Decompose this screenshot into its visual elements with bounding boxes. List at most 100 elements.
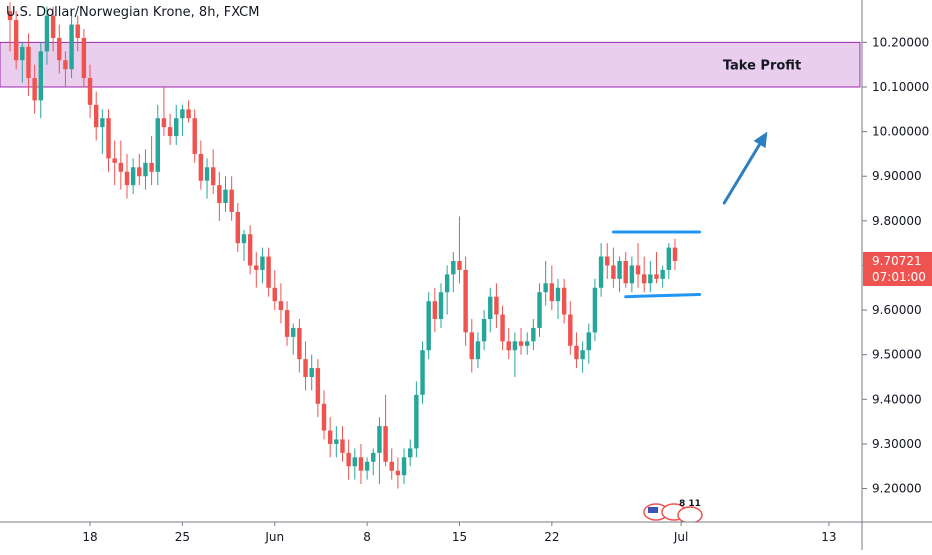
take-profit-zone-layer: Take Profit [0, 41, 861, 88]
candle-body [327, 430, 333, 444]
candle-body [407, 448, 413, 458]
candle [395, 457, 401, 489]
candle [537, 283, 542, 337]
candle-body [204, 167, 210, 181]
candle [137, 153, 142, 186]
candle [635, 243, 641, 288]
candle-body [100, 118, 105, 128]
candle [641, 256, 647, 293]
candle-body [149, 162, 154, 172]
candle-body [629, 265, 635, 284]
candle [180, 104, 185, 137]
candle-body [426, 301, 431, 351]
candle [623, 252, 628, 288]
candle-body [13, 20, 19, 61]
trend-arrow-shaft [722, 142, 762, 205]
candle-body [26, 46, 31, 79]
candle-body [623, 261, 628, 284]
candle [26, 33, 31, 96]
drawing-layer: 8 11 [611, 131, 768, 524]
candle-body [611, 265, 616, 279]
candle-body [309, 368, 314, 377]
candle [475, 332, 481, 369]
candle-layer [7, 2, 678, 489]
candle-body [87, 78, 93, 105]
candle-body [57, 37, 62, 61]
candle [260, 247, 265, 284]
candle-body [666, 247, 672, 270]
candle [87, 64, 93, 119]
candle-body [635, 265, 641, 275]
candle-body [229, 189, 234, 212]
candle [63, 51, 68, 87]
x-tick-label: 25 [175, 530, 190, 544]
candle [217, 171, 222, 221]
candle-body [543, 283, 548, 293]
candle [223, 176, 228, 212]
candle [7, 2, 13, 52]
candle-body [444, 274, 450, 293]
candle [149, 136, 154, 186]
candle [57, 24, 62, 74]
candle [93, 91, 99, 141]
candle [346, 439, 351, 480]
candle [229, 176, 234, 221]
candle [106, 109, 111, 172]
candle [192, 109, 197, 163]
candle [241, 229, 247, 261]
candle [364, 457, 370, 480]
x-tick-label: 22 [544, 530, 559, 544]
candle [334, 426, 339, 458]
candle-body [167, 127, 173, 137]
candle [432, 287, 438, 333]
candle-body [112, 158, 117, 163]
candle-body [272, 287, 277, 302]
candle [204, 158, 210, 199]
candle [506, 327, 511, 360]
candle [327, 417, 333, 458]
candle-body [352, 457, 358, 467]
y-tick-label: 9.50000 [872, 348, 922, 362]
x-tick-label: 18 [82, 530, 97, 544]
candle [561, 278, 567, 324]
y-tick-label: 10.00000 [872, 125, 929, 139]
candle [401, 448, 407, 485]
candle [481, 310, 487, 351]
candle [297, 319, 302, 373]
candle-body [568, 314, 573, 346]
candle-body [672, 247, 678, 261]
candle-body [451, 261, 456, 275]
candle [81, 29, 87, 87]
candle-body [247, 234, 253, 266]
candle [340, 426, 345, 462]
candle [198, 140, 204, 190]
candle-body [106, 118, 111, 159]
candle [617, 256, 622, 293]
candle [32, 64, 37, 114]
candle-body [321, 403, 327, 431]
candle [266, 247, 271, 297]
candle-body [488, 296, 493, 319]
candle [284, 301, 290, 346]
candle [254, 252, 259, 288]
y-tick-label: 10.20000 [872, 35, 929, 49]
candle-body [315, 368, 321, 404]
candle [210, 149, 216, 195]
candle [69, 11, 74, 79]
candle [549, 265, 555, 311]
candle [112, 140, 117, 186]
candle-body [118, 162, 124, 172]
candle [543, 261, 548, 306]
candle-body [654, 274, 659, 279]
x-tick-label: 8 [363, 530, 371, 544]
flag-icon [677, 506, 703, 524]
candle [50, 6, 56, 52]
candle-body [414, 394, 419, 449]
candle-body [303, 359, 308, 377]
candle-body [69, 24, 74, 70]
candle-body [210, 167, 216, 186]
candle [167, 113, 173, 145]
candle-body [340, 439, 345, 453]
candle [155, 104, 160, 186]
